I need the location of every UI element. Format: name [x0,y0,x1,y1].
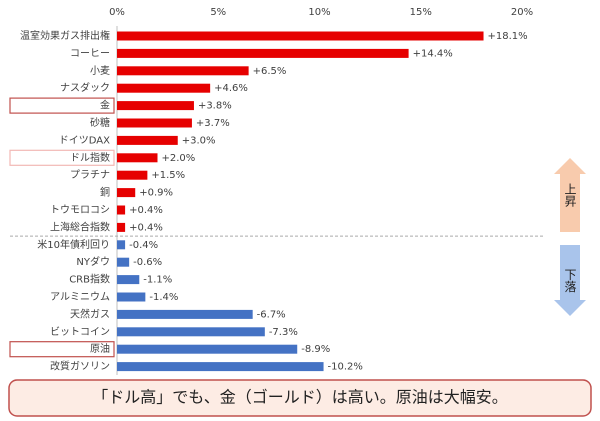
x-tick-label: 5% [210,7,226,18]
bar [117,275,140,285]
caption: 「ドル高」でも、金（ゴールド）は高い。原油は大幅安。 [92,388,508,407]
value-label: -6.7% [257,309,286,320]
bar [117,292,146,302]
highlight-box [9,97,115,114]
bar [117,48,409,58]
category-label: ドイツDAX [59,135,110,146]
bar [117,309,253,319]
value-label: -0.6% [133,257,162,268]
x-tick-label: 20% [511,7,533,18]
value-label: -7.3% [269,327,298,338]
bar [117,362,324,372]
bar [117,240,126,250]
category-label: 小麦 [90,65,110,77]
category-label: 改質ガソリン [50,360,110,373]
trend-label: 上昇 [563,183,577,208]
value-label: +6.5% [253,66,287,77]
category-label: ドル指数 [70,151,110,164]
trend-arrow [554,158,586,232]
value-label: +3.0% [182,135,216,146]
bar [117,135,178,145]
bar [117,170,148,180]
category-label: プラチナ [70,169,110,181]
value-label: +0.4% [129,205,163,216]
category-label: アルミニウム [50,291,110,303]
caption-box [8,379,592,417]
value-label: -0.4% [129,240,158,251]
bar [117,257,130,267]
bar [117,31,484,41]
highlight-box [9,341,115,358]
x-tick-label: 0% [109,7,125,18]
bar [117,188,136,198]
category-label: ナスダック [60,81,110,94]
x-tick-label: 15% [410,7,432,18]
category-label: 米10年債利回り [37,238,110,251]
bar [117,205,126,215]
value-label: +3.8% [198,101,232,112]
value-label: +14.4% [413,48,453,59]
highlight-box [9,149,115,166]
category-label: NYダウ [76,255,110,268]
category-label: 温室効果ガス排出権 [20,29,110,42]
category-label: コーヒー [70,47,110,59]
value-label: +2.0% [162,153,196,164]
category-label: 砂糖 [90,116,110,129]
trend-arrow [554,245,586,316]
category-label: 上海総合指数 [50,220,110,233]
value-label: +0.9% [139,188,173,199]
bar [117,118,192,128]
value-label: +18.1% [488,31,528,42]
x-tick-label: 10% [308,7,330,18]
bar [117,327,265,337]
value-label: +0.4% [129,222,163,233]
value-label: +4.6% [214,83,248,94]
category-label: 金 [100,99,110,112]
category-label: 銅 [100,186,110,199]
category-label: 天然ガス [70,307,110,320]
value-label: -1.4% [149,292,178,303]
category-label: 原油 [90,342,110,355]
bar [117,66,249,76]
bar [117,83,211,93]
trend-label: 下落 [563,269,577,294]
value-label: -1.1% [143,275,172,286]
value-label: -10.2% [328,362,363,373]
value-label: -8.9% [301,344,330,355]
category-label: CRB指数 [69,273,110,286]
value-label: +1.5% [151,170,185,181]
value-label: +3.7% [196,118,230,129]
bar [117,344,298,354]
category-label: トウモロコシ [50,204,110,216]
bar [117,101,194,111]
bar [117,153,158,163]
bar [117,222,126,232]
category-label: ビットコイン [50,326,110,338]
